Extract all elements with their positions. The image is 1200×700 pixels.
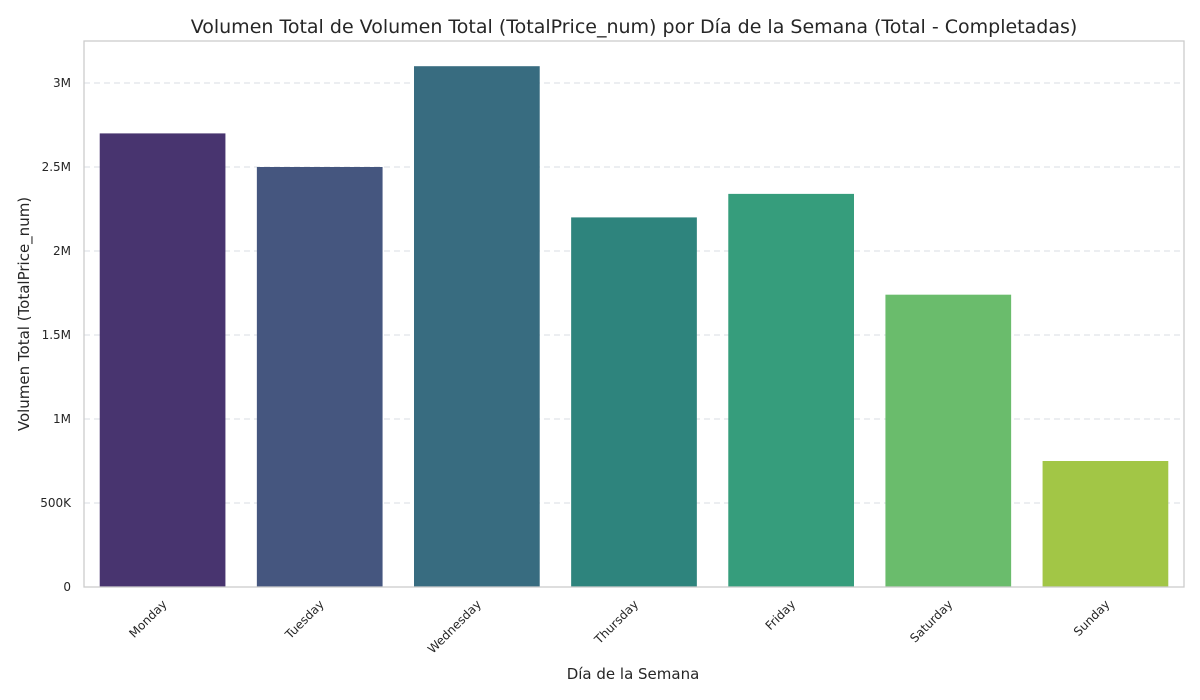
x-tick-labels: Monday Tuesday Wednesday Thursday Friday Satu…: [126, 597, 1112, 656]
y-tick-label: 500K: [40, 496, 72, 510]
y-tick-label: 2M: [53, 244, 71, 258]
bars: [99, 66, 1169, 587]
x-tick-label-saturday: Saturday: [907, 597, 955, 645]
x-tick-label-wednesday: Wednesday: [425, 597, 484, 656]
x-tick-label-sunday: Sunday: [1071, 597, 1113, 639]
x-tick-label-tuesday: Tuesday: [282, 597, 327, 642]
y-tick-labels: 0 500K 1M 1.5M 2M 2.5M 3M: [40, 76, 72, 594]
plot-frame: [83, 40, 1185, 588]
bar-wednesday: [414, 66, 540, 587]
x-axis-label: Día de la Semana: [567, 665, 700, 683]
y-tick-label: 1M: [53, 412, 71, 426]
y-tick-label: 2.5M: [42, 160, 71, 174]
x-tick-label-monday: Monday: [126, 597, 169, 640]
x-tick-label-thursday: Thursday: [591, 597, 641, 647]
chart-title: Volumen Total de Volumen Total (TotalPri…: [191, 16, 1078, 38]
y-tick-label: 3M: [53, 76, 71, 90]
bar-thursday: [571, 217, 697, 587]
bar-friday: [728, 193, 854, 587]
bar-sunday: [1042, 461, 1169, 587]
y-tick-label: 1.5M: [42, 328, 71, 342]
bar-tuesday: [256, 167, 383, 587]
x-tick-label-friday: Friday: [763, 597, 799, 633]
y-tick-label: 0: [63, 580, 71, 594]
bar-monday: [99, 133, 226, 587]
y-axis-label: Volumen Total (TotalPrice_num): [15, 197, 34, 431]
bar-saturday: [885, 294, 1012, 587]
